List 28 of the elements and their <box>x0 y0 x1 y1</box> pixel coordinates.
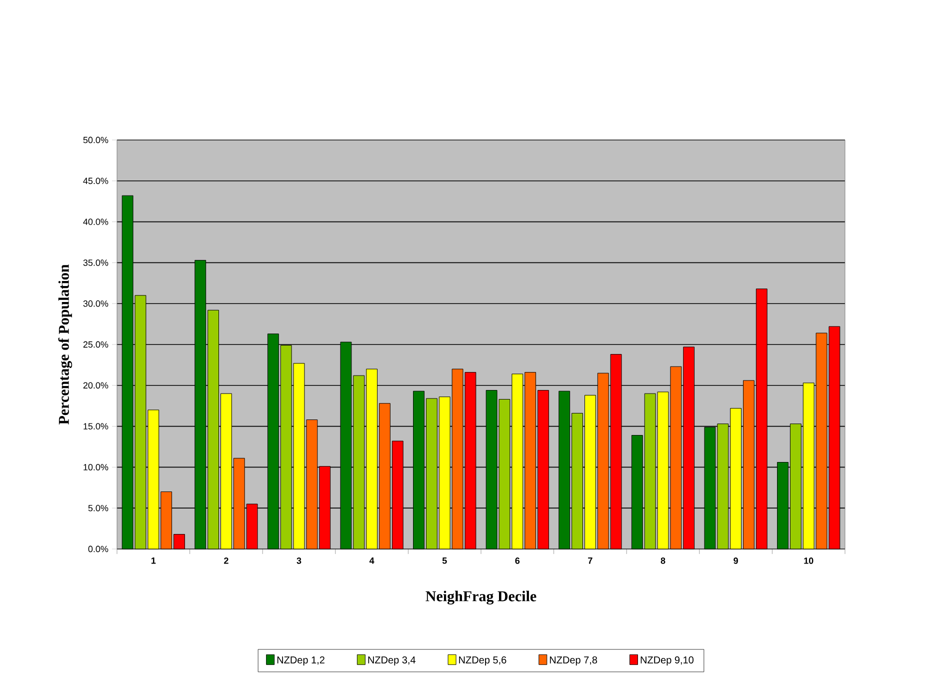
legend-label: NZDep 3,4 <box>368 656 416 666</box>
x-tick-label: 10 <box>804 558 814 564</box>
x-tick-label: 1 <box>151 558 156 564</box>
y-tick-label: 15.0% <box>84 423 108 430</box>
y-tick-label: 25.0% <box>83 341 108 348</box>
x-axis-title: NeighFrag Decile <box>426 590 536 604</box>
y-tick-label: 45.0% <box>83 178 108 184</box>
legend-label: NZDep 9,10 <box>640 656 694 666</box>
x-tick-label: 5 <box>442 558 447 564</box>
y-tick-label: 5.0% <box>88 504 108 512</box>
y-tick-label: 20.0% <box>83 382 108 389</box>
legend-label: NZDep 5,6 <box>459 656 506 666</box>
x-tick-label: 9 <box>734 558 738 564</box>
y-axis-title: Percentage of Population <box>58 264 72 425</box>
x-tick-label: 8 <box>660 558 666 564</box>
x-tick-label: 6 <box>515 558 520 564</box>
y-tick-label: 35.0% <box>83 260 108 266</box>
x-tick-label: 4 <box>369 558 374 564</box>
y-tick-label: 10.0% <box>84 464 108 470</box>
y-tick-label: 50.0% <box>83 136 108 144</box>
x-tick-label: 3 <box>296 558 302 564</box>
x-tick-label: 7 <box>588 558 592 564</box>
y-tick-label: 30.0% <box>83 300 108 307</box>
x-tick-label: 2 <box>224 558 228 564</box>
legend-label: NZDep 7,8 <box>550 656 598 666</box>
y-tick-label: 0.0% <box>88 546 108 552</box>
y-tick-label: 40.0% <box>83 218 108 225</box>
legend-label: NZDep 1,2 <box>277 656 324 666</box>
